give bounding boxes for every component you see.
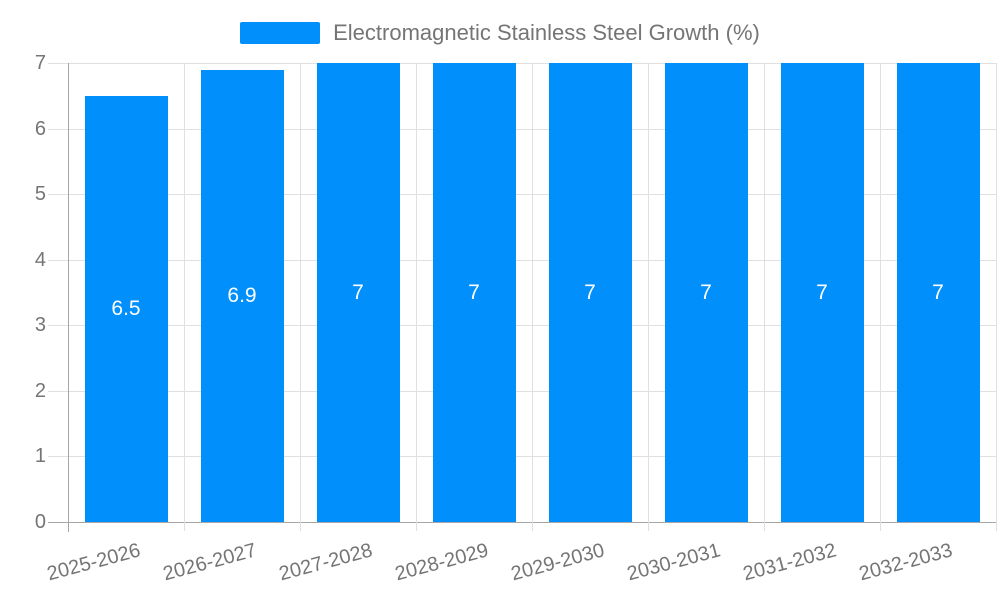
bar[interactable]: 7 (432, 63, 516, 522)
bar[interactable]: 7 (896, 63, 980, 522)
x-axis-tick-label: 2030-2031 (624, 539, 723, 586)
legend-series-label: Electromagnetic Stainless Steel Growth (… (333, 20, 760, 45)
x-axis-tick-label: 2031-2032 (740, 539, 839, 586)
bar-data-label: 6.9 (227, 283, 257, 307)
bar-data-label: 7 (584, 280, 596, 304)
bar-data-label: 7 (700, 280, 712, 304)
bar[interactable]: 6.9 (200, 69, 284, 522)
bar-data-label: 6.5 (111, 296, 141, 320)
y-gridline (48, 128, 996, 130)
y-gridline (48, 390, 996, 392)
x-gridline (532, 63, 533, 531)
x-gridline (764, 63, 765, 531)
y-gridline (48, 456, 996, 458)
bar[interactable]: 7 (548, 63, 632, 522)
y-axis-tick-label: 1 (34, 445, 46, 468)
y-axis-line (68, 63, 69, 532)
legend-marker-swatch (240, 22, 321, 44)
bar[interactable]: 6.5 (84, 95, 168, 522)
bar-data-label: 7 (468, 280, 480, 304)
x-axis-tick-label: 2032-2033 (856, 539, 955, 586)
y-axis-tick-label: 3 (34, 314, 46, 337)
y-axis-tick-label: 7 (34, 52, 46, 74)
y-axis-tick-label: 2 (34, 379, 46, 402)
y-axis-tick-label: 0 (34, 511, 46, 533)
y-axis-tick-label: 6 (34, 117, 46, 140)
bar[interactable]: 7 (780, 63, 864, 522)
bar[interactable]: 7 (316, 63, 400, 522)
x-gridline (880, 63, 881, 531)
bar-data-label: 7 (352, 280, 364, 304)
legend-item[interactable]: Electromagnetic Stainless Steel Growth (… (240, 20, 760, 46)
x-axis-tick-label: 2027-2028 (276, 539, 375, 586)
x-gridline (416, 63, 417, 531)
x-gridline (648, 63, 649, 531)
x-axis-line (48, 522, 996, 523)
x-gridline (996, 63, 997, 531)
bar-data-label: 7 (816, 280, 828, 304)
x-axis-tick-label: 2029-2030 (508, 539, 607, 586)
bar-data-label: 7 (932, 280, 944, 304)
y-gridline (48, 63, 996, 64)
y-axis-tick-label: 5 (34, 183, 46, 206)
y-gridline (48, 325, 996, 327)
y-axis-tick-label: 4 (34, 248, 46, 271)
x-gridline (184, 63, 185, 531)
bar[interactable]: 7 (664, 63, 748, 522)
y-gridline (48, 194, 996, 196)
x-gridline (300, 63, 301, 531)
x-axis-tick-label: 2026-2027 (160, 539, 259, 586)
y-gridline (48, 259, 996, 261)
x-axis-tick-label: 2025-2026 (44, 539, 143, 586)
x-axis-tick-label: 2028-2029 (392, 539, 491, 586)
chart-legend: Electromagnetic Stainless Steel Growth (… (0, 20, 1000, 46)
